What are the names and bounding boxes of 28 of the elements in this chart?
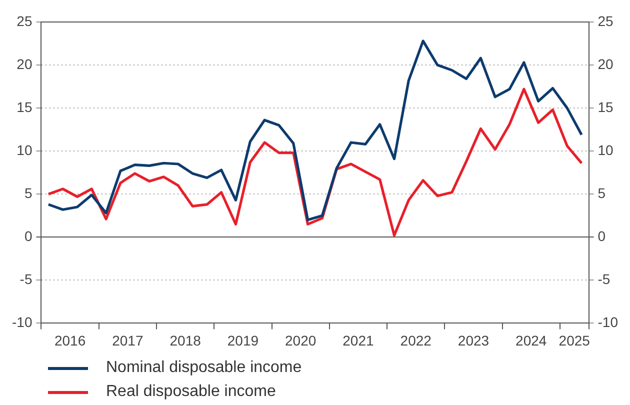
x-tick-label: 2019 [227, 332, 259, 348]
y-tick-label: 0 [24, 228, 32, 244]
x-tick-label: 2020 [285, 332, 316, 348]
y2-tick-label: 5 [598, 184, 606, 201]
y-tick-label: 15 [16, 98, 32, 115]
x-tick-label: 2021 [342, 332, 374, 348]
y2-tick-label: -5 [598, 271, 610, 288]
y2-tick-label: 20 [598, 56, 614, 72]
y-tick-label: 25 [16, 12, 32, 29]
x-tick-label: 2016 [54, 332, 86, 348]
y-tick-label: 20 [16, 56, 32, 72]
x-tick-label: 2022 [400, 332, 432, 348]
y-tick-label: 10 [16, 142, 32, 158]
x-tick-label: 2025 [558, 332, 590, 348]
x-tick-label: 2018 [170, 332, 202, 348]
y2-tick-label: 15 [598, 98, 614, 115]
x-tick-label: 2017 [112, 332, 144, 348]
y-tick-label: 5 [24, 184, 32, 201]
x-tick-label: 2023 [458, 332, 490, 348]
legend-label: Nominal disposable income [106, 359, 302, 377]
y2-tick-label: 25 [598, 12, 614, 29]
y-tick-label: -5 [20, 271, 32, 288]
y2-tick-label: 10 [598, 142, 614, 158]
y-tick-label: -10 [12, 314, 32, 330]
y2-tick-label: 0 [598, 228, 606, 244]
legend-label: Real disposable income [106, 383, 276, 401]
x-tick-label: 2024 [516, 332, 547, 348]
y2-tick-label: -10 [598, 314, 618, 330]
